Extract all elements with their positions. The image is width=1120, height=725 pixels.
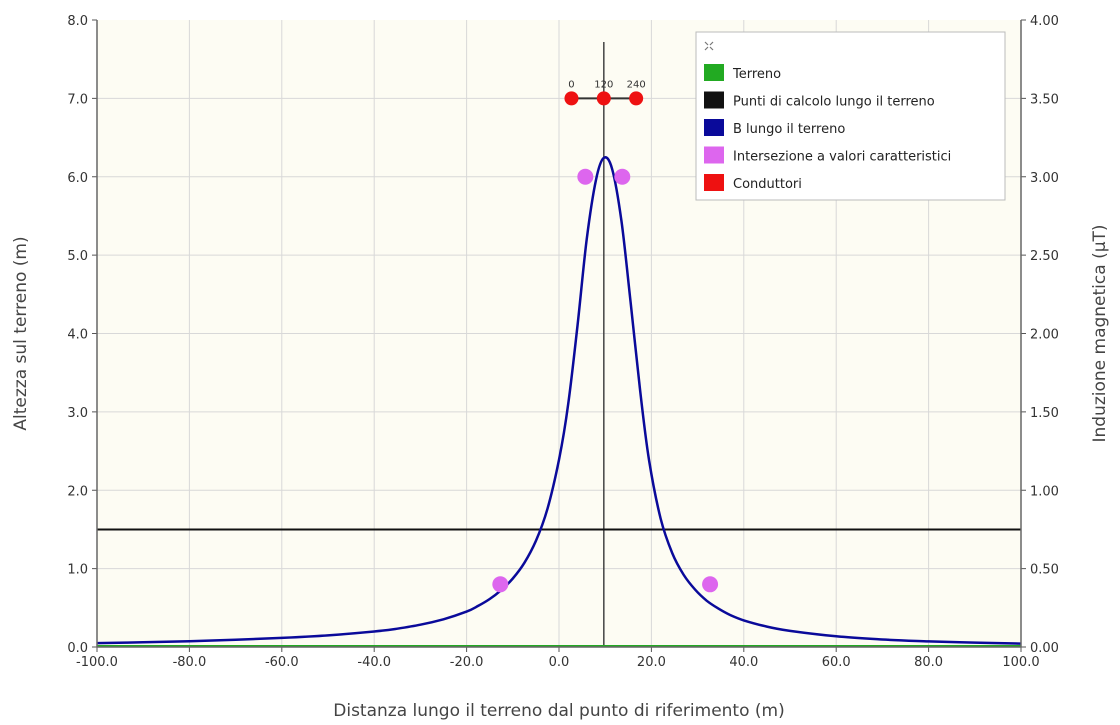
y-right-tick-label: 1.50 [1030,406,1059,421]
y-right-tick-label: 1.00 [1030,484,1059,499]
legend[interactable]: Terreno Punti di calcolo lungo il terreno… [695,31,1006,201]
x-tick-label: 0.0 [549,655,570,670]
y-right-tick-label: 3.50 [1030,92,1059,107]
series: 0 120 240 [96,42,1022,647]
x-tick-label: -20.0 [450,655,484,670]
legend-entry-label[interactable]: Conduttori [733,177,802,192]
intersection-point[interactable] [577,168,594,185]
legend-entry-label[interactable]: Punti di calcolo lungo il terreno [733,95,935,110]
legend-swatch[interactable] [704,146,724,164]
x-tick-label: 60.0 [822,655,851,670]
y-right-tick-label: 2.00 [1030,328,1059,343]
y-left-tick-label: 3.0 [67,406,88,421]
x-tick-label: -40.0 [357,655,391,670]
intersection-point[interactable] [614,168,631,185]
conductor-phase-label: 120 [594,79,613,90]
x-tick-label: 100.0 [1002,655,1039,670]
y-left-tick-label: 5.0 [67,249,88,264]
x-tick-label: -60.0 [265,655,299,670]
legend-box [695,31,1006,201]
x-tick-label: -80.0 [173,655,207,670]
y-left-axis-ticks: 0.0 1.0 2.0 3.0 4.0 5.0 6.0 7.0 8.0 [67,14,97,656]
y-left-tick-label: 8.0 [67,14,88,29]
x-axis-title: Distanza lungo il terreno dal punto di r… [333,701,784,721]
legend-entry-label[interactable]: B lungo il terreno [733,122,845,137]
fullscreen-icon-stroke [709,46,714,51]
y-right-tick-label: 4.00 [1030,14,1059,29]
series-b-line [96,156,1022,645]
fullscreen-icon-stroke [704,41,709,46]
conductor-point[interactable] [629,91,644,106]
conductor-phase-label: 240 [627,79,646,90]
y-left-tick-label: 2.0 [67,484,88,499]
conductor-phase-label: 0 [568,79,574,90]
y-left-tick-label: 7.0 [67,92,88,107]
y-right-tick-label: 0.50 [1030,563,1059,578]
x-axis-ticks: -100.0 -80.0 -60.0 -40.0 -20.0 0.0 20.0 40.0 60.… [76,647,1040,670]
conductor-point[interactable] [596,91,611,106]
legend-swatch[interactable] [704,119,724,136]
x-tick-label: 80.0 [914,655,943,670]
conductor-point[interactable] [564,91,579,106]
y-right-axis-title: Induzione magnetica (µT) [1090,224,1110,442]
y-right-tick-label: 3.00 [1030,171,1059,186]
legend-entry-label[interactable]: Intersezione a valori caratteristici [733,150,951,165]
axes-frame [96,20,1022,648]
y-right-tick-label: 2.50 [1030,249,1059,264]
y-left-tick-label: 4.0 [67,328,88,343]
legend-swatch[interactable] [704,174,724,191]
fullscreen-icon-stroke [704,46,709,51]
y-left-tick-label: 1.0 [67,563,88,578]
y-left-tick-label: 6.0 [67,171,88,186]
y-left-tick-label: 0.0 [67,641,88,656]
legend-entry-label[interactable]: Terreno [732,67,781,82]
fullscreen-icon-stroke [709,41,714,46]
x-tick-label: -100.0 [76,655,118,670]
intersection-point[interactable] [492,576,509,593]
fullscreen-icon[interactable] [704,41,714,51]
legend-swatch[interactable] [704,64,724,81]
y-right-tick-label: 0.00 [1030,641,1059,656]
intersection-point[interactable] [702,576,719,593]
x-tick-label: 20.0 [637,655,666,670]
y-left-axis-title: Altezza sul terreno (m) [11,236,31,430]
y-right-axis-ticks: 0.00 0.50 1.00 1.50 2.00 2.50 3.00 3.50 4.00 [1021,14,1059,656]
x-tick-label: 40.0 [729,655,758,670]
legend-swatch[interactable] [704,91,724,109]
